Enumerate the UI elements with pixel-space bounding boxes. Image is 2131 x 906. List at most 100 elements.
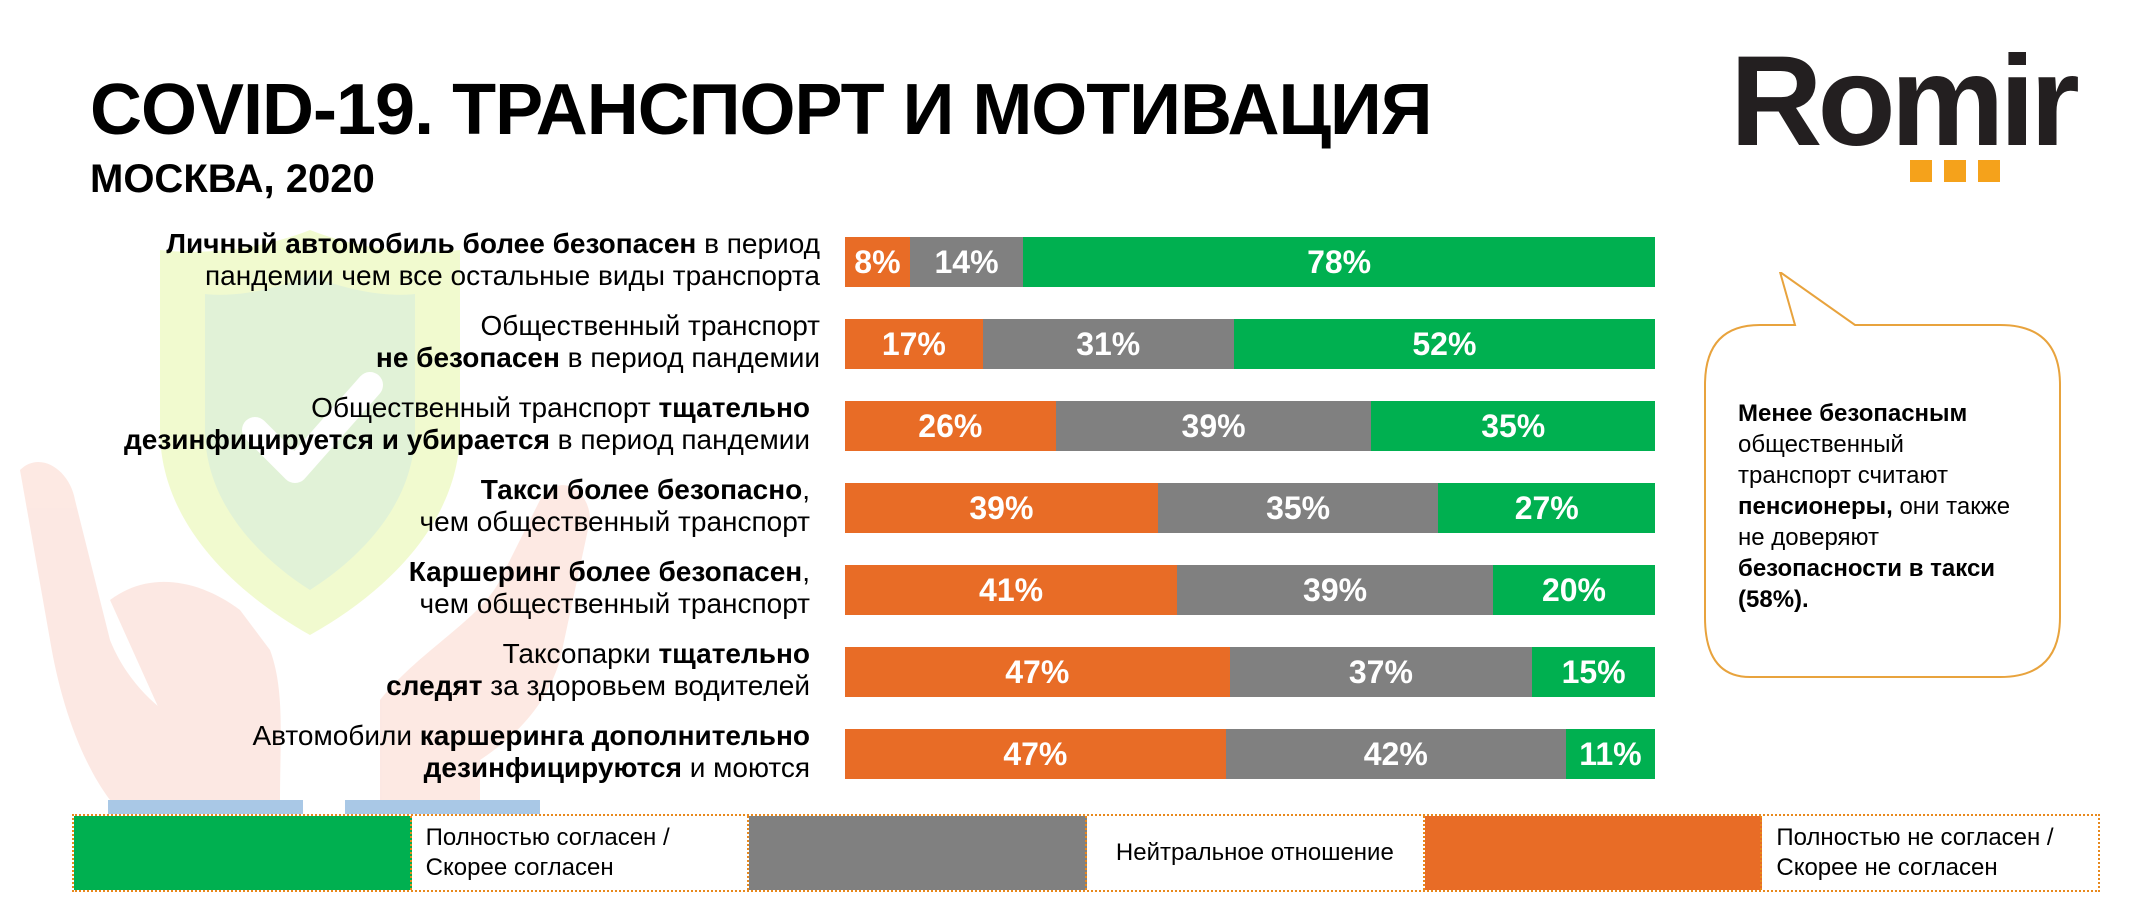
callout-text-part: общественный <box>1738 431 1904 458</box>
category-label: Каршеринг более безопасен, чем общественн… <box>40 556 810 620</box>
legend-label-line: Скорее не согласен <box>1776 854 1998 881</box>
data-label: 15% <box>1561 653 1626 690</box>
bar-row: 17% 31% 52% <box>845 319 1655 369</box>
category-label-part: тщательно <box>658 392 810 423</box>
data-label: 26% <box>918 407 983 444</box>
category-label-part: в период пандемии <box>559 342 820 373</box>
category-label-part: за здоровьем водителей <box>482 670 810 701</box>
bar-segment-neutral: 42% <box>1225 729 1566 779</box>
data-label: 42% <box>1363 735 1428 772</box>
category-label-part: следят <box>386 670 483 701</box>
category-label: Такси более безопасно, чем общественный т… <box>40 474 810 538</box>
bar-segment-neutral: 14% <box>909 237 1024 287</box>
category-label: Таксопарки тщательно следят за здоровьем … <box>40 638 810 702</box>
data-label: 35% <box>1481 407 1546 444</box>
data-label: 11% <box>1579 735 1642 772</box>
category-label-part: в период <box>696 228 820 259</box>
logo-text: Romir <box>1730 30 2080 173</box>
bar-row: 26% 39% 35% <box>845 401 1655 451</box>
bar-segment-agree: 11% <box>1565 729 1655 779</box>
data-label: 17% <box>881 325 946 362</box>
logo-dot <box>1978 160 2000 182</box>
category-label-part: в период пандемии <box>549 424 810 455</box>
page-title: COVID-19. ТРАНСПОРТ И МОТИВАЦИЯ <box>90 70 1433 150</box>
legend-label-line: Полностью не согласен / <box>1776 824 2054 851</box>
bar-segment-neutral: 39% <box>1055 401 1372 451</box>
category-label-part: и моются <box>681 752 810 783</box>
bar-segment-disagree: 8% <box>845 237 910 287</box>
bar-segment-disagree: 47% <box>845 729 1226 779</box>
callout-text-part: они также <box>1892 493 2011 520</box>
category-label: Автомобили каршеринга дополнительно дезин… <box>40 720 810 784</box>
legend-swatch-agree <box>74 816 412 890</box>
legend-label-neutral: Нейтральное отношение <box>1087 816 1425 890</box>
data-label: 39% <box>1303 571 1368 608</box>
category-label-part: пандемии чем все остальные виды транспор… <box>204 260 820 291</box>
category-label-part: дезинфицируются <box>423 752 682 783</box>
data-label: 8% <box>854 243 901 280</box>
callout-text-part: безопасности в такси <box>1738 555 1996 582</box>
bar-row: 41% 39% 20% <box>845 565 1655 615</box>
data-label: 31% <box>1076 325 1141 362</box>
bar-segment-agree: 15% <box>1532 647 1655 697</box>
legend-label-disagree: Полностью не согласен / Скорее не согласе… <box>1762 816 2098 890</box>
bar-segment-neutral: 35% <box>1157 483 1439 533</box>
category-label-part: , <box>802 474 810 505</box>
category-label-part: Каршеринг более безопасен <box>408 556 803 587</box>
bar-row: 47% 42% 11% <box>845 729 1655 779</box>
data-label: 41% <box>979 571 1044 608</box>
bar-segment-disagree: 47% <box>845 647 1230 697</box>
cuff-left <box>108 800 303 814</box>
category-label-part: Такси более безопасно <box>480 474 803 505</box>
data-label: 39% <box>969 489 1034 526</box>
data-label: 47% <box>1005 653 1070 690</box>
data-label: 47% <box>1003 735 1068 772</box>
legend-swatch-disagree <box>1424 816 1763 890</box>
bar-segment-agree: 20% <box>1492 565 1655 615</box>
category-label-part: Общественный транспорт <box>480 310 821 341</box>
callout-text-part: пенсионеры, <box>1738 493 1893 520</box>
bar-row: 8% 14% 78% <box>845 237 1655 287</box>
bar-segment-disagree: 39% <box>845 483 1158 533</box>
category-label-part: чем общественный транспорт <box>419 506 810 537</box>
category-label-part: тщательно <box>658 638 810 669</box>
data-label: 37% <box>1348 653 1413 690</box>
data-label: 78% <box>1307 243 1372 280</box>
hands-icon <box>20 461 590 800</box>
category-label-part: не безопасен <box>375 342 560 373</box>
callout-text-part: (58%). <box>1738 586 1809 613</box>
logo-dot <box>1944 160 1966 182</box>
page-subtitle: МОСКВА, 2020 <box>90 157 375 201</box>
category-label-part: Личный автомобиль более безопасен <box>166 228 697 259</box>
bar-segment-disagree: 26% <box>845 401 1056 451</box>
category-label-part: каршеринга дополнительно <box>419 720 810 751</box>
callout-text: Менее безопасным общественный транспорт сч… <box>1738 398 2028 615</box>
bar-segment-neutral: 37% <box>1229 647 1533 697</box>
data-label: 27% <box>1514 489 1579 526</box>
data-label: 52% <box>1412 325 1477 362</box>
bar-segment-neutral: 39% <box>1177 565 1493 615</box>
category-label-part: Таксопарки <box>502 638 659 669</box>
data-label: 35% <box>1266 489 1331 526</box>
cuff-right <box>345 800 540 814</box>
category-label-part: , <box>802 556 810 587</box>
callout-text-part: не доверяют <box>1738 524 1879 551</box>
legend-label-line: Нейтральное отношение <box>1115 839 1394 866</box>
data-label: 39% <box>1181 407 1246 444</box>
legend-label-agree: Полностью согласен / Скорее согласен <box>412 816 750 890</box>
logo-dot <box>1910 160 1932 182</box>
data-label: 20% <box>1541 571 1606 608</box>
bar-row: 39% 35% 27% <box>845 483 1655 533</box>
data-label: 14% <box>934 243 999 280</box>
bar-row: 47% 37% 15% <box>845 647 1655 697</box>
callout-bubble <box>1704 272 2061 678</box>
bar-segment-agree: 52% <box>1233 319 1655 369</box>
legend: Полностью согласен / Скорее согласен Нейтр… <box>72 814 2100 892</box>
legend-label-line: Скорее согласен <box>425 854 614 881</box>
bar-segment-agree: 78% <box>1023 237 1655 287</box>
category-label-part: Общественный транспорт <box>311 392 659 423</box>
category-label-part: дезинфицируется и убирается <box>124 424 550 455</box>
category-label: Общественный транспорт тщательно дезинфиц… <box>40 392 810 456</box>
bar-segment-disagree: 41% <box>845 565 1178 615</box>
